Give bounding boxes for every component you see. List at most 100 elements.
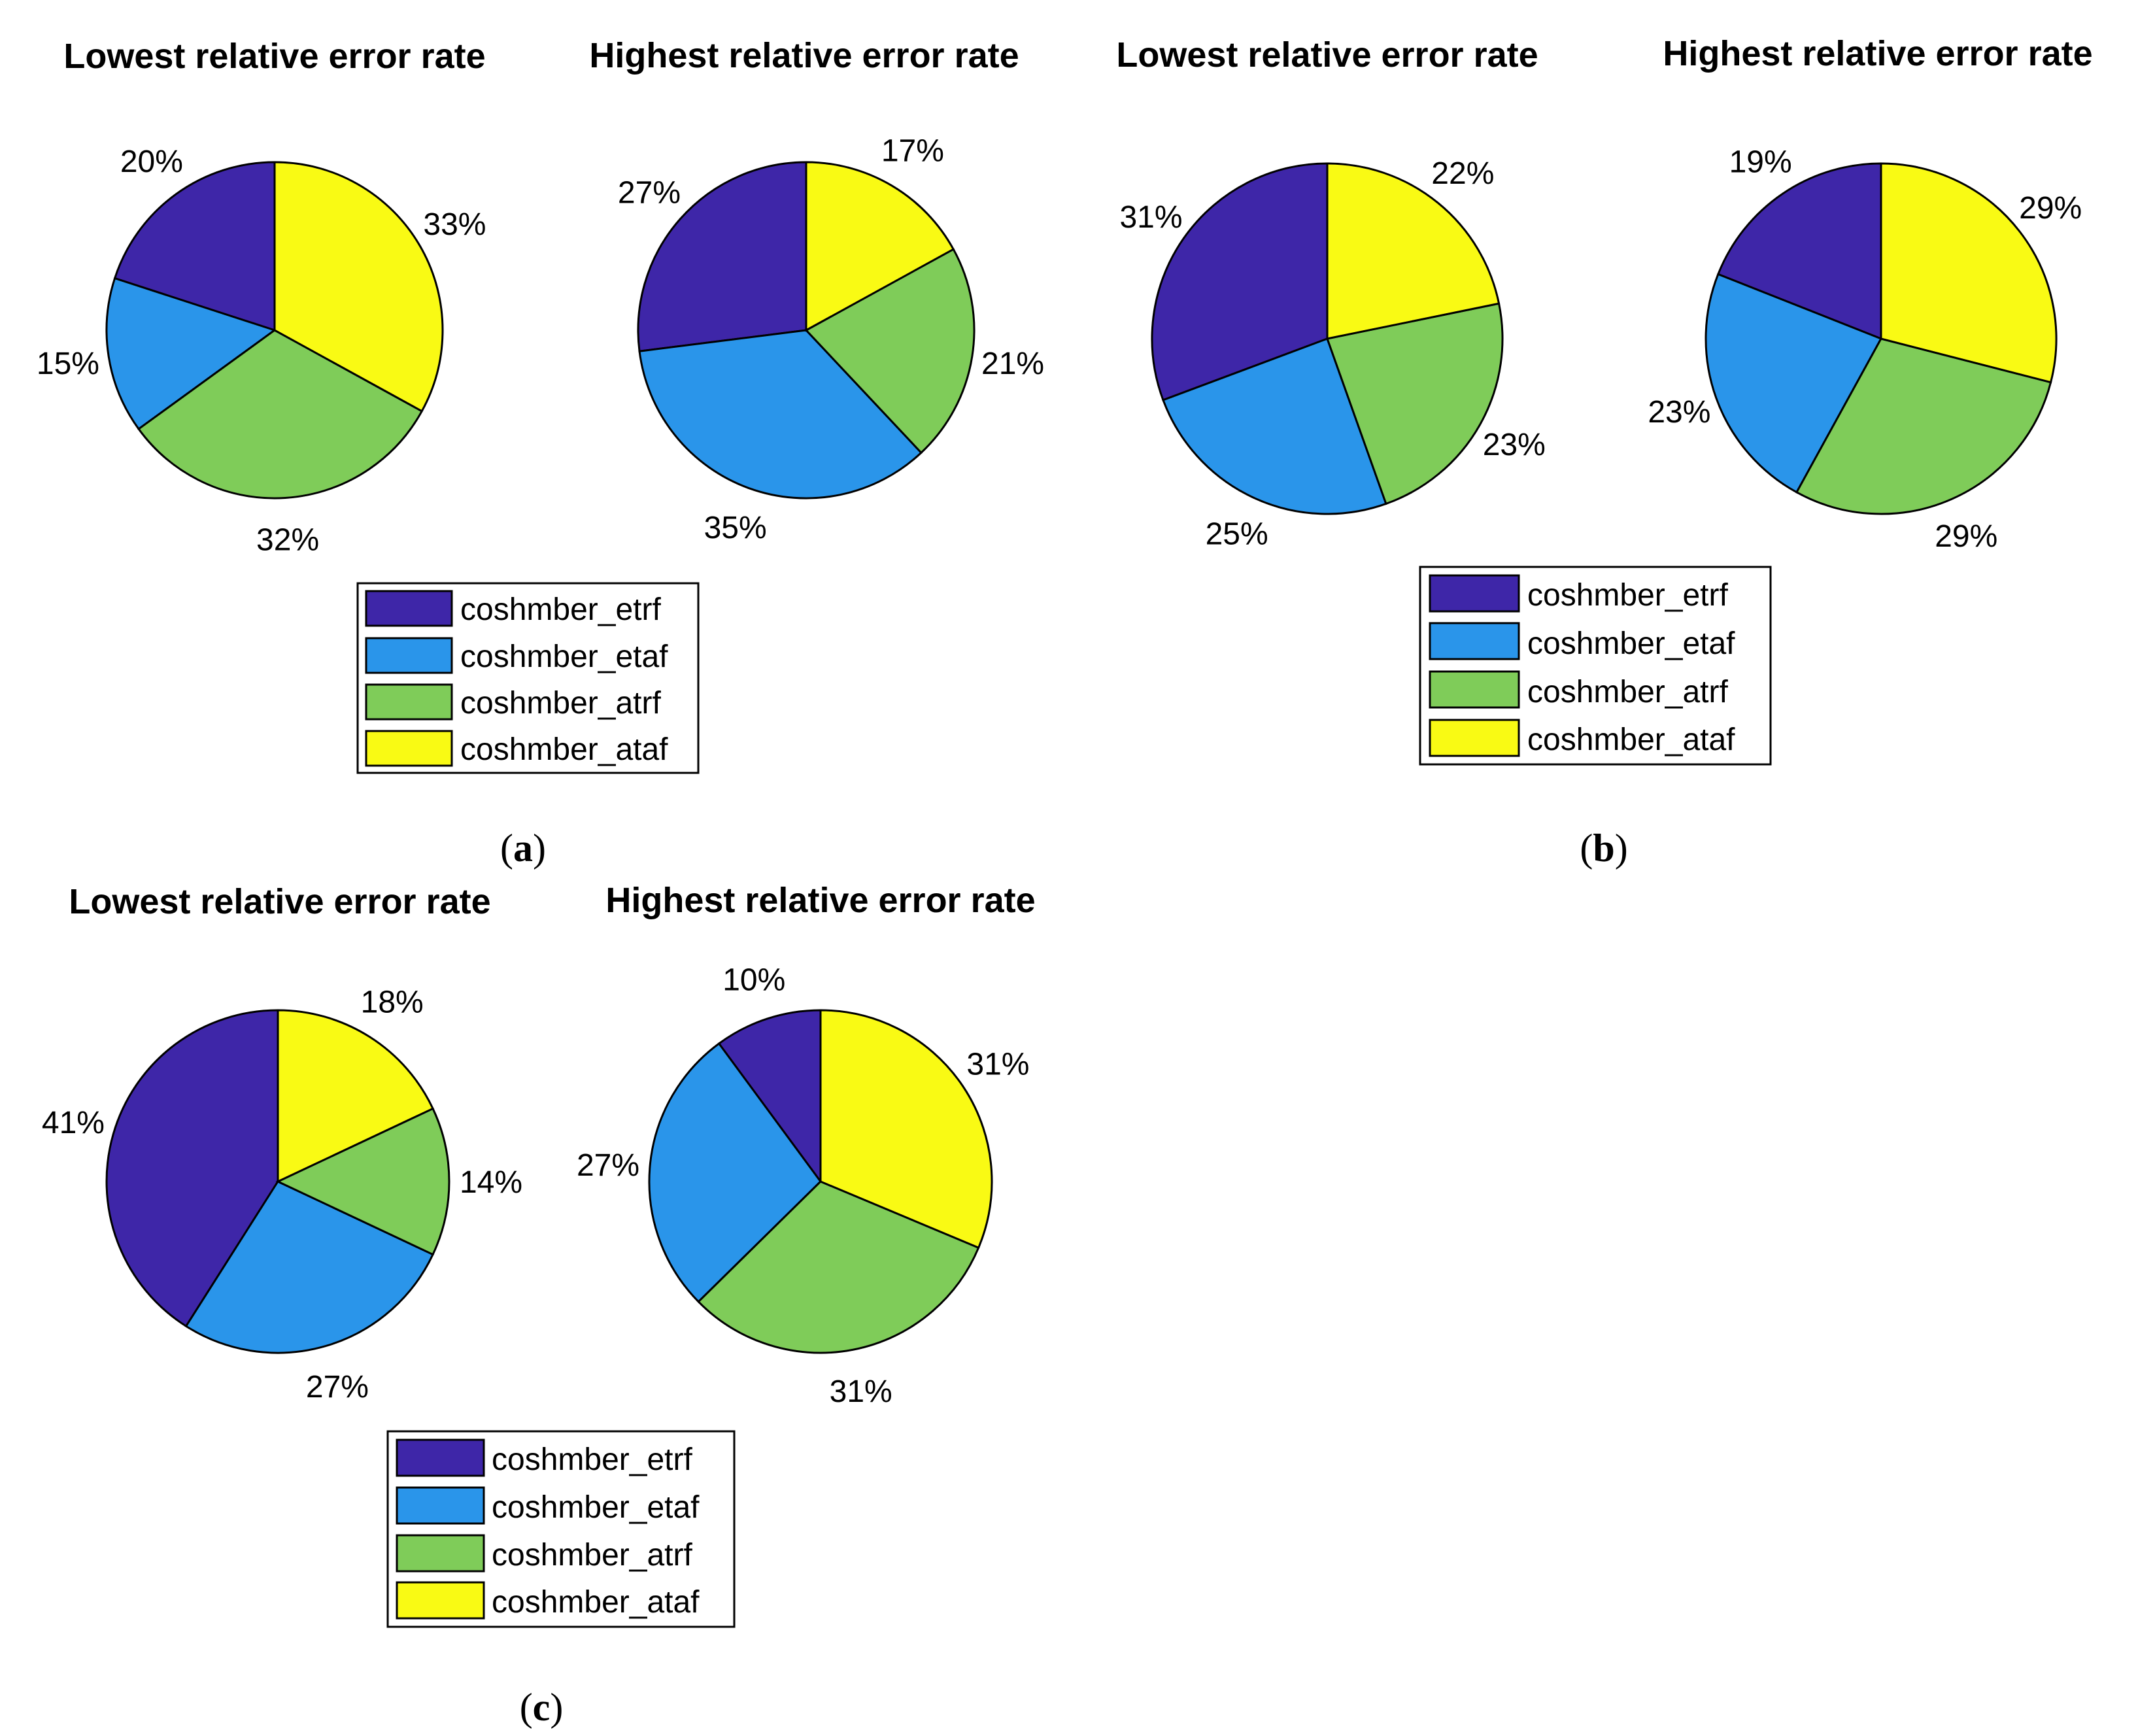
pie-slice-etrf — [1716, 162, 1882, 341]
panel-label-open: ( — [520, 1686, 533, 1729]
legend-c: coshmber_etrf coshmber_etaf coshmber_atr… — [386, 1430, 736, 1628]
pie-slice-ataf — [819, 1009, 993, 1250]
pie-slice-etrf — [1151, 162, 1329, 401]
pie-percent-label: 14% — [460, 1165, 522, 1200]
legend-label: coshmber_ataf — [492, 1585, 700, 1620]
pie-percent-label: 41% — [42, 1106, 105, 1140]
legend-swatch-ataf — [1429, 719, 1520, 757]
panel-label-close: ) — [533, 826, 546, 870]
legend-label: coshmber_atrf — [492, 1538, 692, 1573]
pie-slice-atrf — [697, 1180, 980, 1354]
pie-slice-etaf — [1162, 337, 1387, 515]
pie-slice-ataf — [277, 1009, 435, 1183]
legend-label: coshmber_etrf — [460, 592, 661, 627]
pie-percent-label: 31% — [830, 1374, 892, 1409]
pie-slice-ataf — [1880, 162, 2058, 384]
pie-percent-label: 32% — [256, 522, 319, 557]
legend-swatch-atrf — [365, 683, 453, 721]
legend-swatch-atrf — [396, 1534, 485, 1573]
panel-label-open: ( — [500, 826, 513, 870]
pie-chart-a-lowest: 20% 15% 32% 33% — [37, 145, 486, 557]
pie-slice-etaf — [648, 1042, 822, 1303]
pie-percent-label: 20% — [120, 145, 183, 179]
legend-swatch-ataf — [365, 730, 453, 767]
legend-swatch-etrf — [365, 590, 453, 627]
pie-chart-c-lowest: 41% 27% 14% 18% — [42, 985, 522, 1404]
legend-label: coshmber_etaf — [460, 639, 668, 674]
pie-slice-atrf — [137, 329, 424, 500]
chart-title: Highest relative error rate — [605, 881, 1035, 920]
pie-percent-label: 25% — [1206, 517, 1268, 551]
pie-percent-label: 21% — [981, 347, 1044, 381]
pie-percent-label: 35% — [704, 511, 767, 545]
pie-slice-etaf — [1705, 273, 1883, 494]
legend-b: coshmber_etrf coshmber_etaf coshmber_atr… — [1419, 566, 1772, 766]
legend-label: coshmber_etrf — [1527, 578, 1728, 613]
pie-percent-label: 23% — [1483, 428, 1546, 462]
pie-slice-etaf — [184, 1180, 435, 1354]
pie-chart-c-highest: 10% 27% 31% 31% — [577, 962, 1029, 1409]
legend-a: coshmber_etrf coshmber_etaf coshmber_atr… — [356, 582, 700, 774]
pie-percent-label: 33% — [423, 207, 486, 242]
legend-label: coshmber_etaf — [1527, 626, 1735, 661]
legend-label: coshmber_etaf — [492, 1490, 700, 1525]
panel-label-close: ) — [550, 1686, 563, 1729]
legend-label: coshmber_ataf — [1527, 723, 1735, 757]
pie-percent-label: 23% — [1648, 395, 1710, 430]
chart-title: Lowest relative error rate — [63, 37, 485, 76]
pie-percent-label: 15% — [37, 347, 99, 381]
pie-slice-atrf — [275, 1107, 450, 1256]
panel-label-c: (c) — [520, 1686, 564, 1729]
chart-title: Highest relative error rate — [1663, 34, 2092, 73]
panel-label-b: (b) — [1580, 826, 1627, 870]
legend-swatch-etrf — [396, 1438, 485, 1477]
panel-label-letter: a — [513, 826, 533, 870]
pie-percent-label: 22% — [1431, 156, 1494, 191]
pie-slice-etrf — [113, 161, 276, 332]
pie-percent-label: 31% — [966, 1047, 1029, 1081]
pie-chart-b-lowest: 31% 25% 23% 22% — [1119, 156, 1545, 552]
panel-label-letter: c — [533, 1686, 551, 1729]
legend-label: coshmber_etrf — [492, 1442, 692, 1477]
pie-percent-label: 27% — [577, 1148, 639, 1183]
legend-label: coshmber_atrf — [1527, 675, 1728, 709]
pie-slice-etaf — [638, 329, 923, 500]
legend-swatch-etaf — [365, 637, 453, 674]
pie-chart-a-highest: 27% 35% 21% 17% — [618, 134, 1044, 546]
legend-swatch-etaf — [396, 1486, 485, 1525]
pie-percent-label: 27% — [306, 1370, 369, 1404]
legend-swatch-etaf — [1429, 622, 1520, 660]
pie-slice-ataf — [805, 161, 955, 332]
panel-label-letter: b — [1593, 826, 1614, 870]
chart-title: Lowest relative error rate — [1116, 35, 1538, 75]
legend-swatch-ataf — [396, 1581, 485, 1620]
pie-slice-etrf — [637, 161, 807, 352]
pie-percent-label: 31% — [1119, 200, 1182, 235]
panel-label-close: ) — [1615, 826, 1628, 870]
pie-chart-b-highest: 19% 23% 29% 29% — [1648, 145, 2082, 554]
pie-percent-label: 18% — [361, 985, 424, 1020]
pie-slice-ataf — [273, 161, 444, 413]
legend-label: coshmber_atrf — [460, 686, 661, 721]
legend-label: coshmber_ataf — [460, 732, 668, 767]
pie-percent-label: 17% — [881, 134, 944, 169]
chart-title: Highest relative error rate — [589, 36, 1019, 75]
pie-percent-label: 29% — [1935, 519, 1997, 554]
pie-percent-label: 10% — [722, 962, 785, 997]
pie-slice-atrf — [1795, 337, 2052, 515]
pie-slice-ataf — [1326, 162, 1501, 340]
pie-slice-etrf — [105, 1009, 279, 1328]
legend-swatch-atrf — [1429, 670, 1520, 709]
chart-title: Lowest relative error rate — [69, 882, 490, 921]
legend-swatch-etrf — [1429, 574, 1520, 613]
panel-label-a: (a) — [500, 826, 546, 870]
panel-label-open: ( — [1580, 826, 1593, 870]
pie-percent-label: 27% — [618, 175, 681, 210]
pie-slice-etaf — [105, 277, 277, 431]
pie-percent-label: 29% — [2019, 191, 2082, 226]
pie-slice-etrf — [717, 1009, 822, 1185]
pie-slice-atrf — [804, 248, 976, 454]
pie-slice-atrf — [1326, 302, 1504, 505]
pie-percent-label: 19% — [1729, 145, 1792, 180]
